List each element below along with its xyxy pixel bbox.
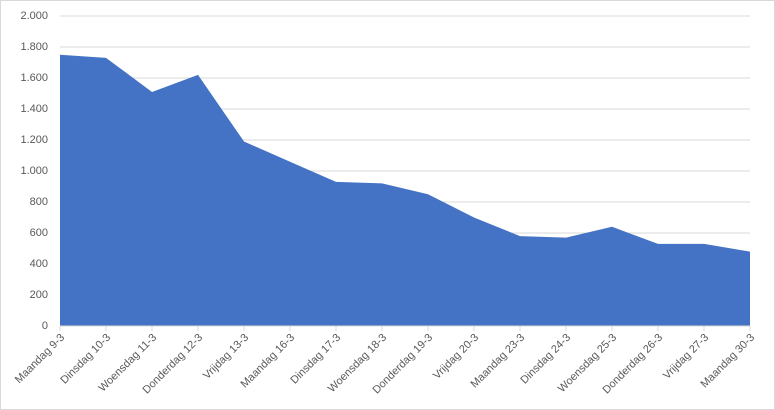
y-tick-label: 400 (30, 258, 48, 270)
y-tick-label: 1.000 (20, 165, 48, 177)
area (60, 54, 750, 326)
y-tick-label: 0 (42, 320, 48, 332)
y-tick-label: 200 (30, 289, 48, 301)
y-tick-label: 800 (30, 196, 48, 208)
y-tick-label: 1.400 (20, 103, 48, 115)
y-tick-label: 1.800 (20, 41, 48, 53)
y-tick-label: 1.200 (20, 134, 48, 146)
y-tick-label: 2.000 (20, 10, 48, 22)
y-tick-label: 600 (30, 227, 48, 239)
y-tick-label: 1.600 (20, 72, 48, 84)
